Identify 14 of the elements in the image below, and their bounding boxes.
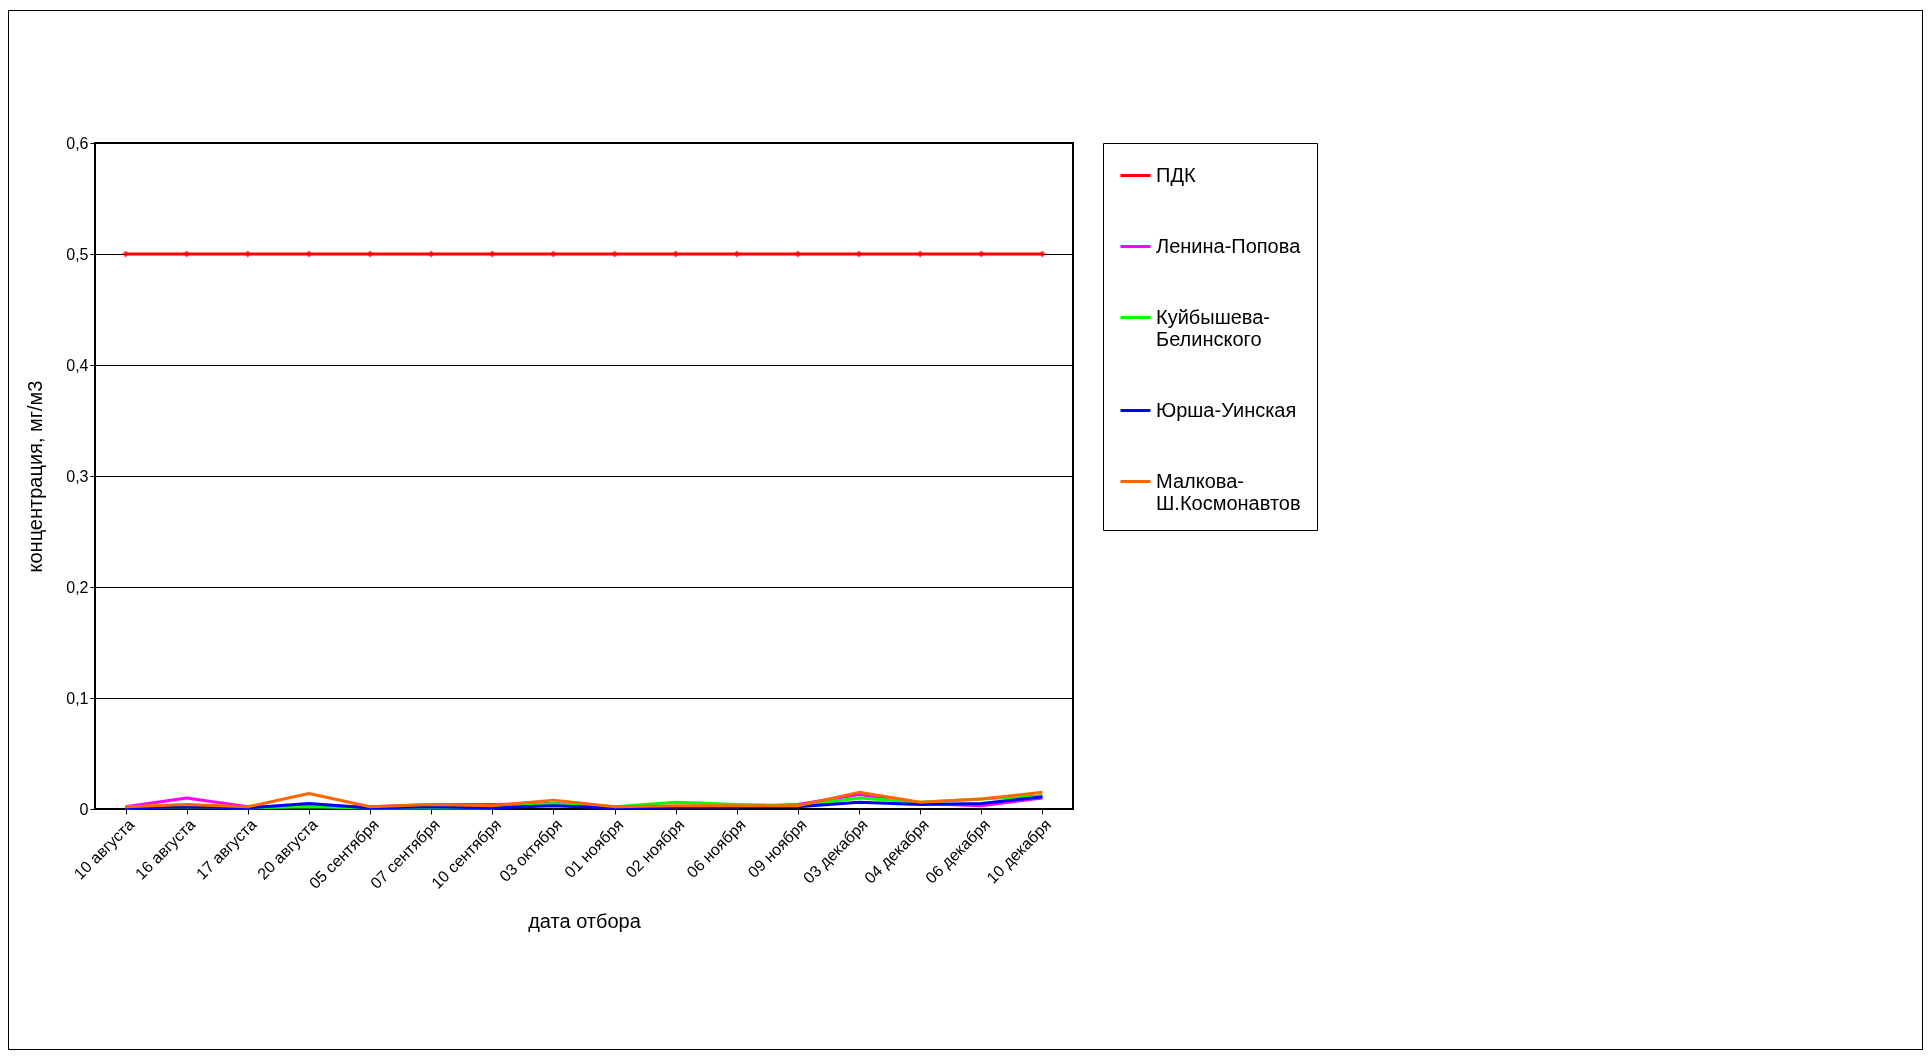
legend-label: Малкова-Ш.Космонавтов	[1156, 469, 1301, 514]
y-tick-label: 0,3	[66, 467, 89, 485]
y-tick-label: 0,4	[66, 356, 89, 374]
legend-label: Ленина-Попова	[1156, 234, 1302, 257]
x-axis-title: дата отбора	[528, 909, 642, 932]
y-tick-label: 0,5	[66, 245, 89, 263]
legend-label: Куйбышева-Белинского	[1156, 305, 1271, 350]
y-tick-label: 0,2	[66, 578, 89, 596]
legend-label: ПДК	[1156, 163, 1196, 186]
y-axis-title: концентрация, мг/м3	[24, 380, 47, 573]
y-tick-label: 0	[79, 800, 89, 818]
y-tick-label: 0,1	[66, 689, 89, 707]
y-tick-label: 0,6	[66, 134, 89, 152]
legend-label: Юрша-Уинская	[1156, 398, 1297, 421]
